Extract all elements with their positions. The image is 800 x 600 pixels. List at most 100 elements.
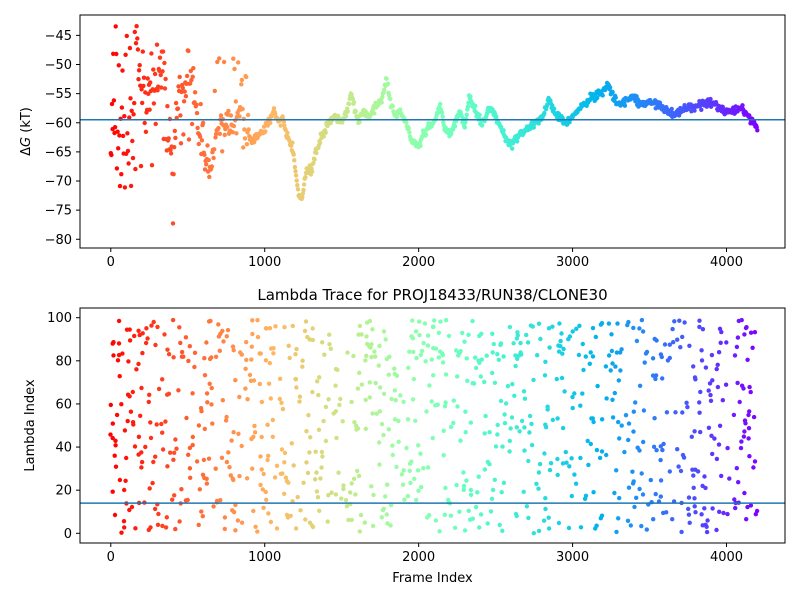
delta-g-point [178,141,184,146]
lambda-point [119,530,124,535]
lambda-point [562,389,567,394]
delta-g-point [125,148,131,154]
lambda-point [176,388,181,393]
lambda-point [263,358,269,363]
lambda-point [640,492,646,497]
lambda-point [547,345,552,350]
lambda-point [204,476,209,481]
lambda-point [376,363,381,368]
lambda-point [288,513,293,518]
lambda-point [650,356,656,361]
delta-g-point [317,140,323,145]
lambda-point [545,407,550,412]
lambda-point [623,413,629,418]
lambda-point [357,323,363,329]
delta-g-point [159,85,164,90]
lambda-point [110,421,116,426]
delta-g-point [271,106,277,111]
lambda-point [407,349,412,354]
lambda-point [752,330,758,335]
delta-g-point [353,109,358,114]
lambda-point [252,423,257,429]
lambda-point [319,465,324,470]
delta-g-point [404,120,409,125]
lambda-point [108,402,114,408]
lambda-point [641,439,646,445]
lambda-point [401,399,406,404]
delta-g-point [151,67,156,72]
delta-g-point [244,142,250,147]
delta-g-point [189,121,195,127]
lambda-point [312,477,318,482]
lambda-point [204,481,210,486]
delta-g-point [162,60,167,66]
lambda-point [421,340,426,346]
lambda-point [637,383,643,388]
delta-g-point [515,139,520,144]
lambda-point [435,402,440,407]
delta-g-point [114,51,119,57]
lambda-point [184,415,189,421]
lambda-point [577,323,582,328]
lambda-point [443,318,449,323]
lambda-point [110,489,115,494]
delta-g-point [278,123,283,128]
delta-g-point [220,149,225,154]
lambda-point [561,346,566,352]
lambda-point [678,468,684,474]
lambda-point [639,317,645,323]
lambda-point [594,523,599,528]
lambda-point [637,448,642,453]
y-tick-label: 100 [47,311,72,326]
lambda-point [451,398,456,403]
lambda-point [542,451,547,456]
lambda-point [660,376,665,381]
lambda-point [313,449,318,454]
lambda-point [736,480,741,485]
lambda-point [170,497,175,502]
lambda-point [634,495,639,500]
delta-g-point [242,127,247,132]
lambda-point [112,512,118,518]
lambda-point [409,334,414,339]
lambda-point [747,454,752,459]
lambda-point [737,399,742,405]
delta-g-point [142,120,147,126]
lambda-point [261,471,266,477]
lambda-point [344,504,350,509]
delta-g-point [132,100,137,106]
lambda-point [386,372,391,377]
delta-g-y-axis-label: ΔG (kT) [19,107,34,156]
lambda-point [437,529,442,534]
lambda-point [268,519,274,525]
lambda-point [111,340,116,345]
delta-g-point [237,114,242,119]
lambda-point [654,338,659,343]
delta-g-point [228,113,234,118]
lambda-point [477,360,482,365]
lambda-point [279,400,284,405]
lambda-point [610,415,616,420]
lambda-point [379,421,385,427]
lambda-point [392,417,398,422]
lambda-point [310,326,315,331]
delta-g-point [501,128,506,133]
lambda-point [676,464,681,469]
lambda-point [114,412,120,418]
lambda-point [609,348,615,354]
lambda-point [108,432,113,437]
lambda-point [222,526,227,532]
delta-g-point [720,104,725,110]
lambda-point [619,347,624,352]
lambda-point [140,331,145,336]
delta-g-point [268,120,273,126]
lambda-point [667,469,672,474]
lambda-point [414,497,419,503]
lambda-point [612,490,617,496]
lambda-point [204,340,209,345]
delta-g-point [148,80,153,85]
lambda-point [425,333,431,338]
lambda-point [170,317,176,323]
lambda-point [414,355,419,361]
lambda-point [448,513,454,518]
